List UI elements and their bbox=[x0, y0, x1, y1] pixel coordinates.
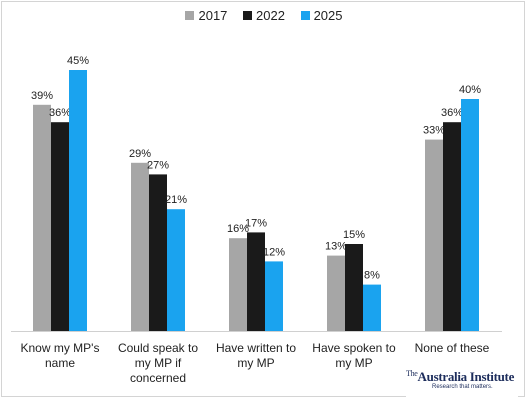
chart-legend: 2017 2022 2025 bbox=[0, 8, 528, 23]
brand-name: TheAustralia Institute bbox=[406, 369, 514, 385]
bar-2017-1 bbox=[131, 162, 149, 331]
bar-2025-4 bbox=[461, 99, 479, 331]
bar-2017-2 bbox=[229, 238, 247, 331]
data-label-2022-2: 17% bbox=[245, 217, 267, 229]
bar-2025-1 bbox=[167, 209, 185, 331]
brand-title: Australia Institute bbox=[417, 369, 515, 384]
category-label-0-1: name bbox=[45, 356, 75, 370]
legend-label-2022: 2022 bbox=[256, 8, 285, 23]
data-label-2025-1: 21% bbox=[165, 194, 187, 206]
data-label-2025-0: 45% bbox=[67, 55, 89, 67]
category-label-2-0: Have written to bbox=[216, 341, 296, 355]
data-label-2017-4: 33% bbox=[423, 125, 445, 137]
bar-2017-0 bbox=[33, 104, 51, 331]
data-label-2022-0: 36% bbox=[49, 107, 71, 119]
brand-logo: TheAustralia Institute Research that mat… bbox=[406, 367, 518, 397]
legend-label-2025: 2025 bbox=[313, 8, 343, 23]
data-label-2017-3: 13% bbox=[325, 241, 347, 253]
bar-2022-0 bbox=[51, 122, 69, 331]
bar-2022-4 bbox=[443, 122, 461, 331]
bar-2025-2 bbox=[265, 261, 283, 331]
legend-swatch-2022 bbox=[243, 11, 253, 20]
category-label-0-0: Know my MP's bbox=[21, 341, 100, 355]
legend-swatch-2025 bbox=[300, 11, 310, 20]
legend-swatch-2017 bbox=[185, 11, 195, 20]
category-label-4-0: None of these bbox=[415, 341, 490, 355]
data-label-2025-4: 40% bbox=[459, 84, 481, 96]
bar-2022-1 bbox=[149, 174, 167, 331]
bar-2017-4 bbox=[425, 139, 443, 331]
data-label-2017-0: 39% bbox=[31, 90, 53, 102]
category-label-3-0: Have spoken to bbox=[312, 341, 396, 355]
data-label-2017-1: 29% bbox=[129, 148, 151, 160]
data-label-2025-2: 12% bbox=[263, 246, 285, 258]
data-label-2022-3: 15% bbox=[343, 229, 365, 241]
legend-item-2025: 2025 bbox=[300, 8, 343, 23]
category-label-2-1: my MP bbox=[237, 356, 274, 370]
data-label-2022-1: 27% bbox=[147, 159, 169, 171]
category-label-1-0: Could speak to bbox=[118, 341, 198, 355]
category-label-3-1: my MP bbox=[335, 356, 372, 370]
brand-tagline: Research that matters. bbox=[432, 384, 493, 390]
legend-item-2017: 2017 bbox=[185, 8, 227, 23]
data-label-2017-2: 16% bbox=[227, 223, 249, 235]
brand-prefix: The bbox=[406, 369, 418, 378]
bar-2022-2 bbox=[247, 232, 265, 331]
bar-2025-0 bbox=[69, 70, 87, 331]
legend-item-2022: 2022 bbox=[243, 8, 285, 23]
bar-2025-3 bbox=[363, 284, 381, 331]
bar-2017-3 bbox=[327, 255, 345, 331]
bar-2022-3 bbox=[345, 244, 363, 331]
category-label-1-2: concerned bbox=[130, 371, 186, 385]
data-label-2025-3: 8% bbox=[364, 270, 380, 282]
data-label-2022-4: 36% bbox=[441, 107, 463, 119]
legend-label-2017: 2017 bbox=[198, 8, 228, 23]
category-label-1-1: my MP if bbox=[135, 356, 182, 370]
